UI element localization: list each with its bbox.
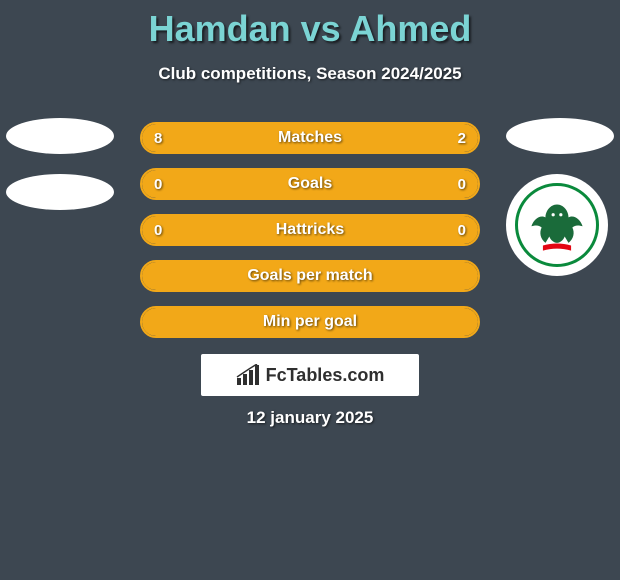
bar-value-left: 8 [154, 124, 162, 152]
club-logo-icon [515, 183, 599, 267]
stat-bar: Matches8 2 [140, 122, 480, 154]
bar-chart-icon [236, 364, 260, 386]
bar-value-right: 2 [458, 124, 466, 152]
stat-bar: Hattricks0 0 [140, 214, 480, 246]
stat-bars: Matches82Goals00Hattricks00Goals per mat… [140, 122, 480, 352]
right-player-avatars [506, 118, 614, 276]
watermark-text: FcTables.com [266, 365, 385, 386]
bar-label: Hattricks [142, 216, 478, 244]
watermark: FcTables.com [201, 354, 419, 396]
bar-value-left: 0 [154, 216, 162, 244]
stat-bar: Goals per match [140, 260, 480, 292]
stat-bar: Goals0 0 [140, 168, 480, 200]
bar-label: Min per goal [142, 308, 478, 336]
right-club-avatar [506, 174, 608, 276]
bar-label: Goals per match [142, 262, 478, 290]
bar-value-right: 0 [458, 170, 466, 198]
infographic-date: 12 january 2025 [0, 408, 620, 428]
eagle-icon [525, 193, 589, 257]
left-player-avatars [6, 118, 114, 230]
bar-label: Matches [142, 124, 478, 152]
bar-value-left: 0 [154, 170, 162, 198]
left-player-avatar [6, 118, 114, 154]
left-club-avatar [6, 174, 114, 210]
stat-bar: Min per goal [140, 306, 480, 338]
comparison-title: Hamdan vs Ahmed [0, 0, 620, 50]
right-player-avatar [506, 118, 614, 154]
comparison-subtitle: Club competitions, Season 2024/2025 [0, 64, 620, 84]
bar-label: Goals [142, 170, 478, 198]
bar-value-right: 0 [458, 216, 466, 244]
